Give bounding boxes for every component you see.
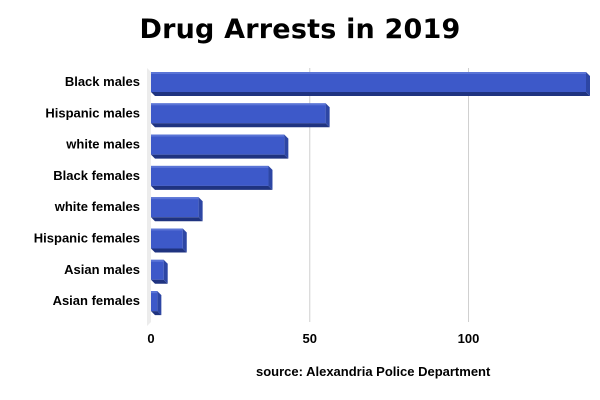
bar-top xyxy=(151,134,285,137)
category-label: white females xyxy=(54,199,140,214)
chart-back-wall xyxy=(147,68,151,326)
bar-front xyxy=(151,259,164,280)
bar-top xyxy=(151,165,269,168)
category-labels: Black males Hispanic males white males Blac… xyxy=(34,74,140,308)
bar-bottom xyxy=(151,154,289,159)
x-tick-label: 0 xyxy=(147,331,154,346)
bar-top xyxy=(151,228,183,231)
bar-end xyxy=(163,259,168,284)
bar-top xyxy=(151,259,164,262)
bars xyxy=(151,72,590,316)
bar-end xyxy=(325,103,330,128)
x-tick-label: 50 xyxy=(303,331,317,346)
bar-bottom xyxy=(151,92,590,96)
category-label: Asian males xyxy=(64,262,140,277)
bar-top xyxy=(151,72,586,74)
x-tick-label: 100 xyxy=(458,331,480,346)
source-note: source: Alexandria Police Department xyxy=(256,364,491,379)
category-label: Hispanic males xyxy=(45,105,140,120)
bar xyxy=(151,134,289,159)
bar xyxy=(151,228,187,253)
bar-bottom xyxy=(151,217,203,222)
bar xyxy=(151,103,330,128)
x-tick-labels: 0 50 100 xyxy=(147,331,479,346)
wall-side xyxy=(147,68,151,326)
bar-front xyxy=(151,228,183,249)
category-label: Black females xyxy=(53,168,140,183)
bar-bottom xyxy=(151,248,187,253)
bar-bottom xyxy=(151,185,273,190)
bar-end xyxy=(586,72,590,96)
category-label: Asian females xyxy=(53,293,140,308)
bar-bottom xyxy=(151,279,168,284)
category-label: Black males xyxy=(65,74,140,89)
bar-top xyxy=(151,197,199,200)
bar-end xyxy=(182,228,187,253)
bar xyxy=(151,291,162,316)
bar-bottom xyxy=(151,311,162,316)
bar-end xyxy=(157,291,162,316)
bar-front xyxy=(151,165,269,186)
bar-bottom xyxy=(151,123,330,128)
bar-front xyxy=(151,291,158,312)
bar-top xyxy=(151,103,326,106)
bar-top xyxy=(151,291,158,294)
grid-lines xyxy=(309,68,470,322)
bar-front xyxy=(151,103,326,124)
bar-end xyxy=(268,165,273,190)
bar-front xyxy=(151,134,285,155)
bar-front xyxy=(151,72,586,92)
bar-end xyxy=(284,134,289,159)
bar xyxy=(151,165,273,190)
bar-end xyxy=(198,197,203,222)
bar xyxy=(151,259,168,284)
bar xyxy=(151,197,203,222)
category-label: white males xyxy=(65,137,140,152)
bar-front xyxy=(151,197,199,218)
chart-title: Drug Arrests in 2019 xyxy=(139,14,461,45)
bar xyxy=(151,72,590,96)
category-label: Hispanic females xyxy=(34,231,140,246)
